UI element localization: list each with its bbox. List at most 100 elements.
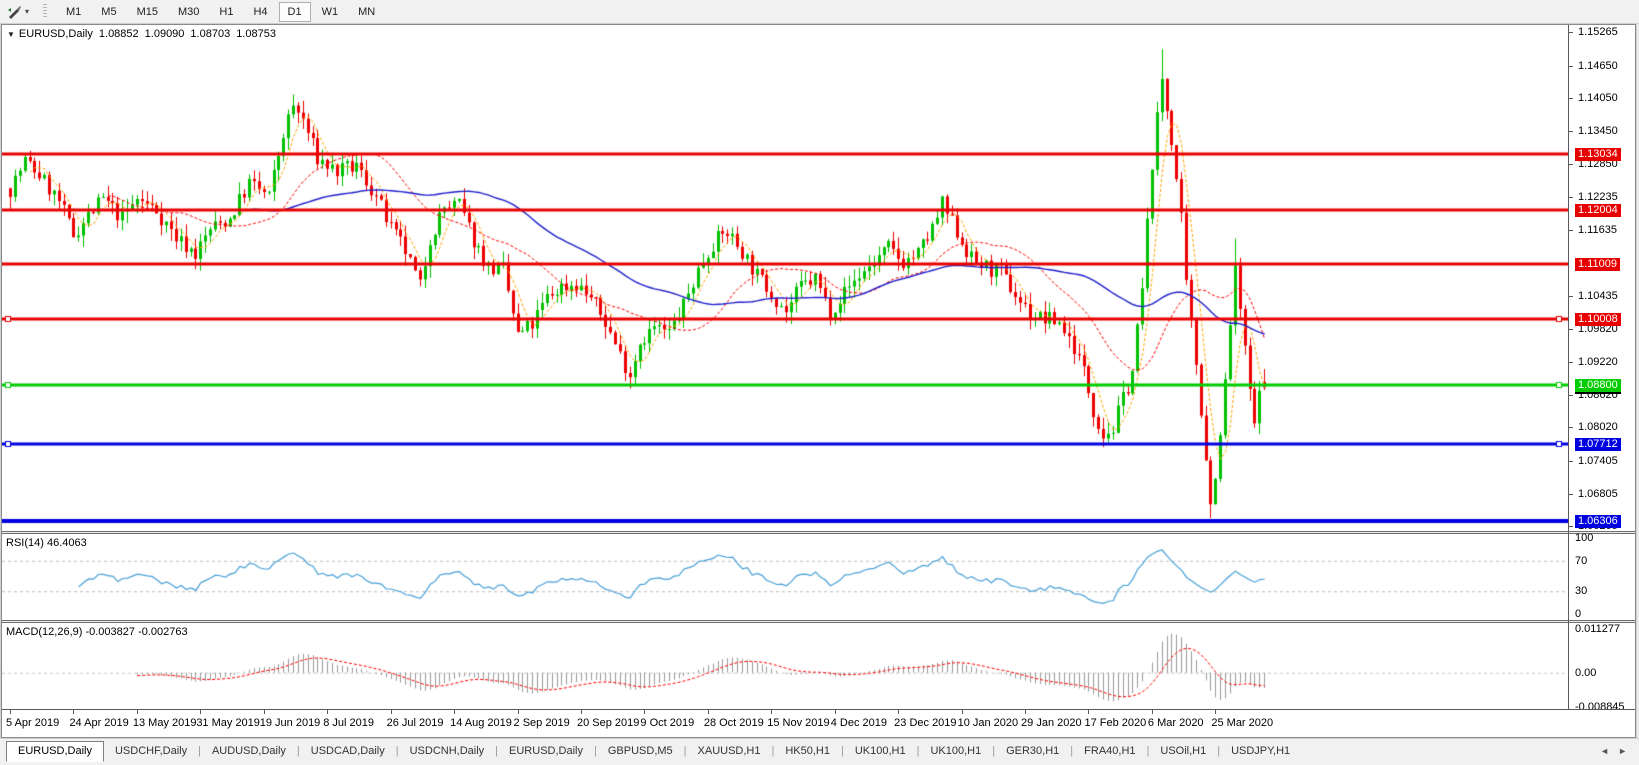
price-tick-mark xyxy=(1569,31,1573,33)
time-tick-mark xyxy=(1215,710,1217,714)
top-toolbar: ▾ M1 M5 M15 M30 H1 H4 D1 W1 MN xyxy=(0,0,1639,24)
price-tick-label: 1.09820 xyxy=(1578,323,1618,336)
ohlc-close: 1.08753 xyxy=(236,28,276,40)
timeframe-button-m1[interactable]: M1 xyxy=(66,5,82,18)
chart-tab-eurusd-daily[interactable]: EURUSD,Daily xyxy=(6,741,104,762)
time-tick-mark xyxy=(327,710,329,714)
tab-scroll-right-icon[interactable]: ► xyxy=(1618,746,1627,756)
tab-separator: | xyxy=(594,745,597,757)
time-tick-mark xyxy=(454,710,456,714)
timeframe-button-m15[interactable]: M15 xyxy=(136,5,158,18)
price-tick-mark xyxy=(1569,295,1573,297)
timeframe-button-m5[interactable]: M5 xyxy=(101,5,117,18)
chart-title: ▼ EURUSD,Daily 1.08852 1.09090 1.08703 1.0875… xyxy=(7,28,282,40)
panel-separator[interactable] xyxy=(2,531,1635,534)
chart-tab-gbpusd-m5[interactable]: GBPUSD,M5 xyxy=(607,745,673,757)
time-axis[interactable]: 5 Apr 2019 24 Apr 2019 13 May 2019 31 May 2… xyxy=(2,709,1635,735)
timeframe-button-h4[interactable]: H4 xyxy=(253,5,268,18)
draw-tool-button[interactable]: ▾ xyxy=(3,2,33,21)
timeframe-button-m30[interactable]: M30 xyxy=(177,5,200,18)
time-tick-label: 25 Mar 2020 xyxy=(1211,717,1274,729)
timeframe-button-d1[interactable]: D1 xyxy=(278,1,311,22)
macd-label: MACD(12,26,9) -0.003827 -0.002763 xyxy=(6,626,188,638)
chart-tab-usoil-h1[interactable]: USOil,H1 xyxy=(1160,745,1207,757)
tab-scroll-left-icon[interactable]: ◄ xyxy=(1600,746,1610,756)
time-tick-mark xyxy=(644,710,646,714)
time-tick-mark xyxy=(200,710,202,714)
chart-tab-usdchf-daily[interactable]: USDCHF,Daily xyxy=(114,745,188,757)
panel-separator[interactable] xyxy=(2,620,1635,623)
ohlc-low: 1.08703 xyxy=(190,28,231,40)
collapse-triangle-icon[interactable]: ▼ xyxy=(7,30,15,39)
level-price-label: 1.10008 xyxy=(1575,312,1621,326)
time-tick-label: 31 May 2019 xyxy=(196,717,260,729)
timeframe-button-h1[interactable]: H1 xyxy=(219,5,234,18)
level-price-label: 1.11009 xyxy=(1575,258,1620,272)
price-tick-label: 1.06805 xyxy=(1578,487,1618,500)
toolbar-grip-handle[interactable] xyxy=(43,4,48,19)
price-chart-canvas[interactable] xyxy=(2,25,1568,531)
chart-tab-eurusd-daily[interactable]: EURUSD,Daily xyxy=(509,745,583,757)
chart-tab-uk100-h1[interactable]: UK100,H1 xyxy=(854,745,906,757)
tab-separator: | xyxy=(916,745,920,757)
time-tick-label: 15 Nov 2019 xyxy=(767,717,830,729)
time-tick-mark xyxy=(1025,710,1027,714)
price-tick-mark xyxy=(1569,98,1573,100)
time-tick-mark xyxy=(1151,710,1153,714)
macd-panel[interactable]: MACD(12,26,9) -0.003827 -0.002763 xyxy=(2,623,1568,709)
chart-tab-usdcnh-daily[interactable]: USDCNH,Daily xyxy=(409,745,485,757)
chart-tab-ger30-h1[interactable]: GER30,H1 xyxy=(1006,745,1060,757)
time-tick-mark xyxy=(1088,710,1090,714)
price-tick-mark xyxy=(1569,427,1573,429)
level-price-label: 1.12004 xyxy=(1575,203,1621,217)
chart-tab-uk100-h1[interactable]: UK100,H1 xyxy=(930,745,982,757)
chart-tab-fra40-h1[interactable]: FRA40,H1 xyxy=(1084,745,1136,757)
time-tick-label: 10 Jan 2020 xyxy=(957,717,1019,729)
time-tick-label: 19 Jun 2019 xyxy=(259,717,321,729)
rsi-scale-label: 30 xyxy=(1575,585,1588,598)
chart-tab-usdcad-daily[interactable]: USDCAD,Daily xyxy=(310,745,385,757)
time-tick-label: 20 Sep 2019 xyxy=(576,717,640,729)
price-tick-mark xyxy=(1569,361,1573,363)
macd-canvas[interactable] xyxy=(2,623,1568,709)
time-tick-mark xyxy=(898,710,900,714)
macd-scale-label: 0.00 xyxy=(1575,666,1597,679)
chart-tab-audusd-daily[interactable]: AUDUSD,Daily xyxy=(211,745,286,757)
price-tick-label: 1.10435 xyxy=(1578,289,1618,302)
time-tick-label: 9 Oct 2019 xyxy=(640,717,695,729)
price-chart-panel[interactable]: ▼ EURUSD,Daily 1.08852 1.09090 1.08703 1.0875… xyxy=(2,25,1568,531)
level-price-label: 1.13034 xyxy=(1575,147,1621,161)
time-tick-label: 28 Oct 2019 xyxy=(703,717,764,729)
price-tick-mark xyxy=(1569,163,1573,165)
tab-separator: | xyxy=(495,745,499,757)
rsi-panel[interactable]: RSI(14) 46.4063 xyxy=(2,534,1568,620)
price-tick-mark xyxy=(1569,65,1573,67)
chart-tab-hk50-h1[interactable]: HK50,H1 xyxy=(785,745,830,757)
tab-separator: | xyxy=(683,745,687,757)
time-tick-label: 17 Feb 2020 xyxy=(1084,717,1147,729)
price-tick-label: 1.14650 xyxy=(1578,59,1618,72)
ohlc-open: 1.08852 xyxy=(98,28,139,40)
time-tick-mark xyxy=(517,710,519,714)
tab-separator: | xyxy=(1217,745,1221,757)
chart-tab-usdjpy-h1[interactable]: USDJPY,H1 xyxy=(1231,745,1291,757)
timeframe-button-mn[interactable]: MN xyxy=(358,5,376,18)
chart-tab-bar: EURUSD,Daily USDCHF,Daily | AUDUSD,Daily | US… xyxy=(0,738,1639,765)
tab-separator: | xyxy=(395,745,399,757)
timeframe-button-w1[interactable]: W1 xyxy=(321,5,339,18)
time-tick-mark xyxy=(834,710,836,714)
rsi-canvas[interactable] xyxy=(2,534,1568,620)
chart-tab-xauusd-h1[interactable]: XAUUSD,H1 xyxy=(697,745,761,757)
time-tick-label: 26 Jul 2019 xyxy=(386,717,444,729)
time-tick-label: 8 Jul 2019 xyxy=(323,717,374,729)
level-price-label: 1.06306 xyxy=(1575,514,1621,528)
pen-tool-icon xyxy=(8,6,21,19)
time-tick-mark xyxy=(771,710,773,714)
price-tick-mark xyxy=(1569,493,1573,495)
price-tick-mark xyxy=(1569,197,1573,199)
axis-border xyxy=(1568,25,1569,709)
macd-scale-label: 0.011277 xyxy=(1575,623,1621,635)
price-axis[interactable]: 1.15265 1.14650 1.14050 1.13450 1.12850 1.122… xyxy=(1569,25,1635,713)
chart-symbol-period: EURUSD,Daily xyxy=(18,28,93,40)
tab-separator: | xyxy=(992,745,996,757)
